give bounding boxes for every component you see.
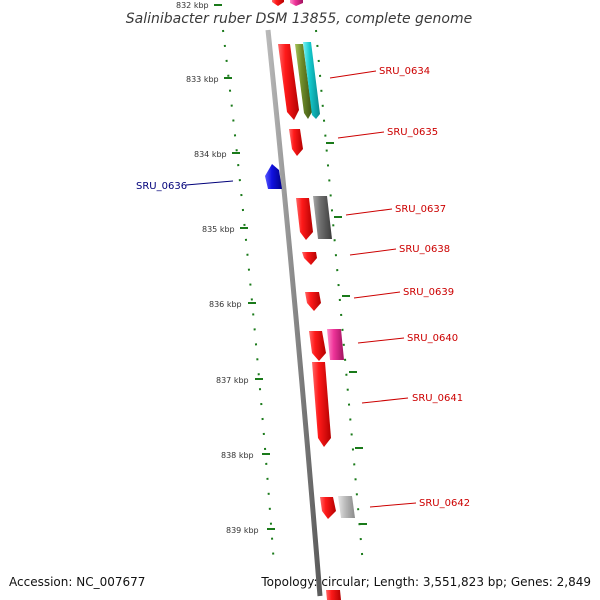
leader-line: [369, 502, 417, 508]
position-ticks: 833 kbp 834 kbp 835 kbp 836 kbp 837 kbp …: [186, 75, 275, 535]
leader-line: [345, 208, 393, 216]
gene-label-sru-0638[interactable]: SRU_0638: [399, 244, 450, 255]
gene-label-sru-0634[interactable]: SRU_0634: [379, 66, 430, 77]
leader-line: [185, 180, 234, 186]
leader-line: [337, 131, 385, 139]
gene-arrow[interactable]: [305, 292, 321, 311]
gene-label-sru-0642[interactable]: SRU_0642: [419, 498, 470, 509]
gene-arrow[interactable]: [312, 362, 331, 447]
tick-label: 835 kbp: [202, 225, 235, 234]
gene-label-sru-0640[interactable]: SRU_0640: [407, 333, 458, 344]
tick-label: 838 kbp: [221, 451, 254, 460]
gene-labels: SRU_0634 SRU_0635 SRU_0636 SRU_0637 SRU_…: [136, 66, 470, 509]
gene-arrow[interactable]: [278, 44, 299, 120]
gene-arrow[interactable]: [338, 496, 355, 518]
inner-dotted-track: [222, 29, 275, 566]
gene-arrow[interactable]: [289, 129, 303, 156]
gene-arrow[interactable]: [327, 329, 344, 360]
leader-line: [329, 70, 377, 79]
tick-label-top: 832 kbp: [176, 1, 209, 10]
gene-label-sru-0636[interactable]: SRU_0636: [136, 181, 187, 192]
gene-arrow-partial-top[interactable]: [290, 0, 303, 6]
gene-label-sru-0641[interactable]: SRU_0641: [412, 393, 463, 404]
gene-arrow[interactable]: [309, 331, 326, 361]
tick-label: 837 kbp: [216, 376, 249, 385]
outer-track-ticks: [326, 142, 367, 525]
tick-label: 833 kbp: [186, 75, 219, 84]
tick-label: 839 kbp: [226, 526, 259, 535]
genome-summary-text: Topology: circular; Length: 3,551,823 bp…: [260, 575, 591, 589]
gene-arrow-reverse[interactable]: [265, 164, 282, 189]
gene-arrow[interactable]: [295, 44, 312, 119]
tick-label: 834 kbp: [194, 150, 227, 159]
gene-label-sru-0637[interactable]: SRU_0637: [395, 204, 446, 215]
gene-label-leaders: [185, 70, 417, 508]
gene-label-sru-0639[interactable]: SRU_0639: [403, 287, 454, 298]
genome-backbone: [265, 29, 323, 597]
accession-text: Accession: NC_007677: [9, 575, 145, 589]
gene-arrow[interactable]: [303, 42, 320, 119]
gene-arrow[interactable]: [296, 198, 313, 240]
gene-arrow-partial-top[interactable]: [272, 0, 284, 6]
tick-label: 836 kbp: [209, 300, 242, 309]
leader-line: [349, 248, 397, 256]
gene-arrow[interactable]: [302, 252, 317, 265]
gene-label-sru-0635[interactable]: SRU_0635: [387, 127, 438, 138]
leader-line: [357, 337, 405, 344]
gene-arrow[interactable]: [320, 497, 336, 519]
gene-arrow[interactable]: [313, 196, 332, 239]
map-title: Salinibacter ruber DSM 13855, complete g…: [126, 11, 472, 27]
gene-arrow-partial-bottom[interactable]: [326, 590, 341, 600]
leader-line: [361, 397, 409, 404]
leader-line: [353, 291, 401, 299]
